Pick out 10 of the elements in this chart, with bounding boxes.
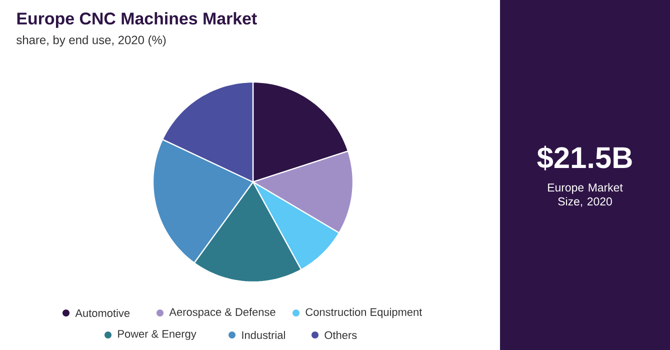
legend-label: Industrial: [242, 330, 285, 340]
legend-label: Aerospace & Defense: [169, 308, 276, 318]
chart-title: Europe CNC Machines Market: [17, 12, 257, 28]
legend-label: Automotive: [75, 308, 130, 318]
text: Europe Market Size, 2020: [548, 183, 623, 207]
chart-subtitle: share, by end use, 2020 (%): [16, 35, 166, 47]
legend-label: Others: [324, 330, 357, 340]
legend-label: Power & Energy: [118, 330, 196, 340]
text: $21.5B: [537, 146, 632, 170]
legend-label: Construction Equipment: [306, 308, 422, 318]
